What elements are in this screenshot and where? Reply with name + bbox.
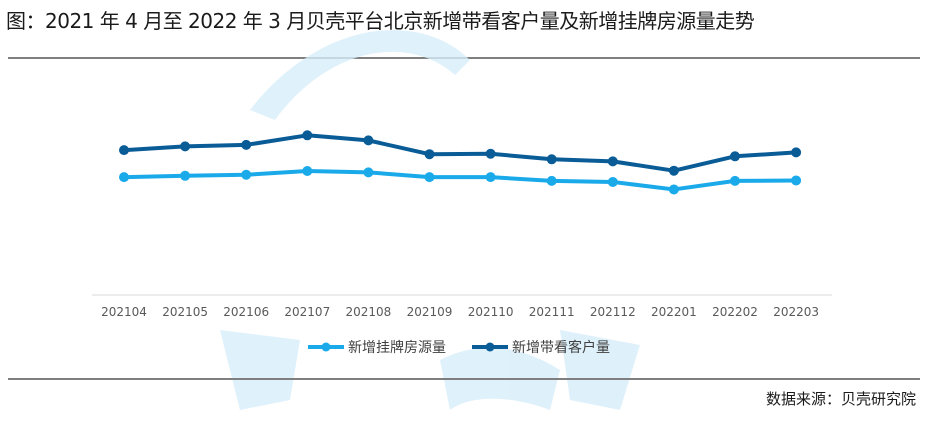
data-point-1-202112 xyxy=(607,176,618,187)
page-title: 图：2021 年 4 月至 2022 年 3 月贝壳平台北京新增带看客户量及新增… xyxy=(6,9,755,33)
data-source-note: 数据来源：贝壳研究院 xyxy=(765,390,916,408)
series-line-2 xyxy=(123,133,797,173)
legend-item-2: 新增带看客户量 xyxy=(472,339,610,356)
data-point-1-202107 xyxy=(302,166,313,176)
x-tick-labels: 202104 202105 202106 202107 202108 202109 2021… xyxy=(101,305,819,319)
data-point-2-202104 xyxy=(119,145,129,156)
data-point-1-202201 xyxy=(668,184,679,195)
x-tick-label: 202112 xyxy=(590,305,636,319)
x-tick-label: 202202 xyxy=(712,305,758,319)
x-tick-label: 202203 xyxy=(773,305,819,319)
data-point-2-202106 xyxy=(241,139,252,150)
data-point-1-202110 xyxy=(485,172,496,183)
x-tick-label: 202107 xyxy=(284,305,330,319)
data-point-1-202105 xyxy=(180,170,191,181)
data-point-2-202112 xyxy=(607,156,618,167)
x-tick-label: 202104 xyxy=(101,305,147,319)
series-layer xyxy=(119,130,802,195)
data-point-2-202110 xyxy=(485,148,496,159)
series-line-1 xyxy=(123,169,797,192)
series-1 xyxy=(119,166,802,195)
data-point-1-202108 xyxy=(363,167,374,178)
series-2 xyxy=(119,130,802,176)
x-tick-label: 202110 xyxy=(468,305,514,319)
data-point-2-202202 xyxy=(730,151,740,162)
data-point-2-202108 xyxy=(363,135,374,146)
data-point-2-202201 xyxy=(668,165,679,176)
data-point-2-202203 xyxy=(791,147,802,158)
data-point-1-202111 xyxy=(546,175,557,186)
bottom-divider xyxy=(8,378,920,380)
data-point-1-202104 xyxy=(119,172,129,183)
x-tick-label: 202105 xyxy=(162,305,208,319)
x-tick-label: 202108 xyxy=(345,305,391,319)
data-point-1-202106 xyxy=(241,169,252,180)
data-point-2-202109 xyxy=(424,149,435,160)
data-point-1-202202 xyxy=(730,175,740,186)
legend-label: 新增带看客户量 xyxy=(512,339,610,356)
legend-item-1: 新增挂牌房源量 xyxy=(308,339,446,356)
x-tick-label: 202201 xyxy=(651,305,697,319)
data-point-1-202109 xyxy=(424,172,435,183)
legend: 新增挂牌房源量 新增带看客户量 xyxy=(308,339,610,356)
x-tick-label: 202111 xyxy=(529,305,575,319)
legend-swatch-marker xyxy=(485,342,495,352)
data-point-1-202203 xyxy=(791,175,802,186)
data-point-2-202111 xyxy=(546,154,557,165)
data-point-2-202105 xyxy=(180,141,191,152)
x-tick-label: 202106 xyxy=(223,305,269,319)
legend-swatch-marker xyxy=(321,342,331,352)
legend-label: 新增挂牌房源量 xyxy=(348,339,446,356)
x-tick-label: 202109 xyxy=(407,305,453,319)
data-point-2-202107 xyxy=(302,130,313,141)
